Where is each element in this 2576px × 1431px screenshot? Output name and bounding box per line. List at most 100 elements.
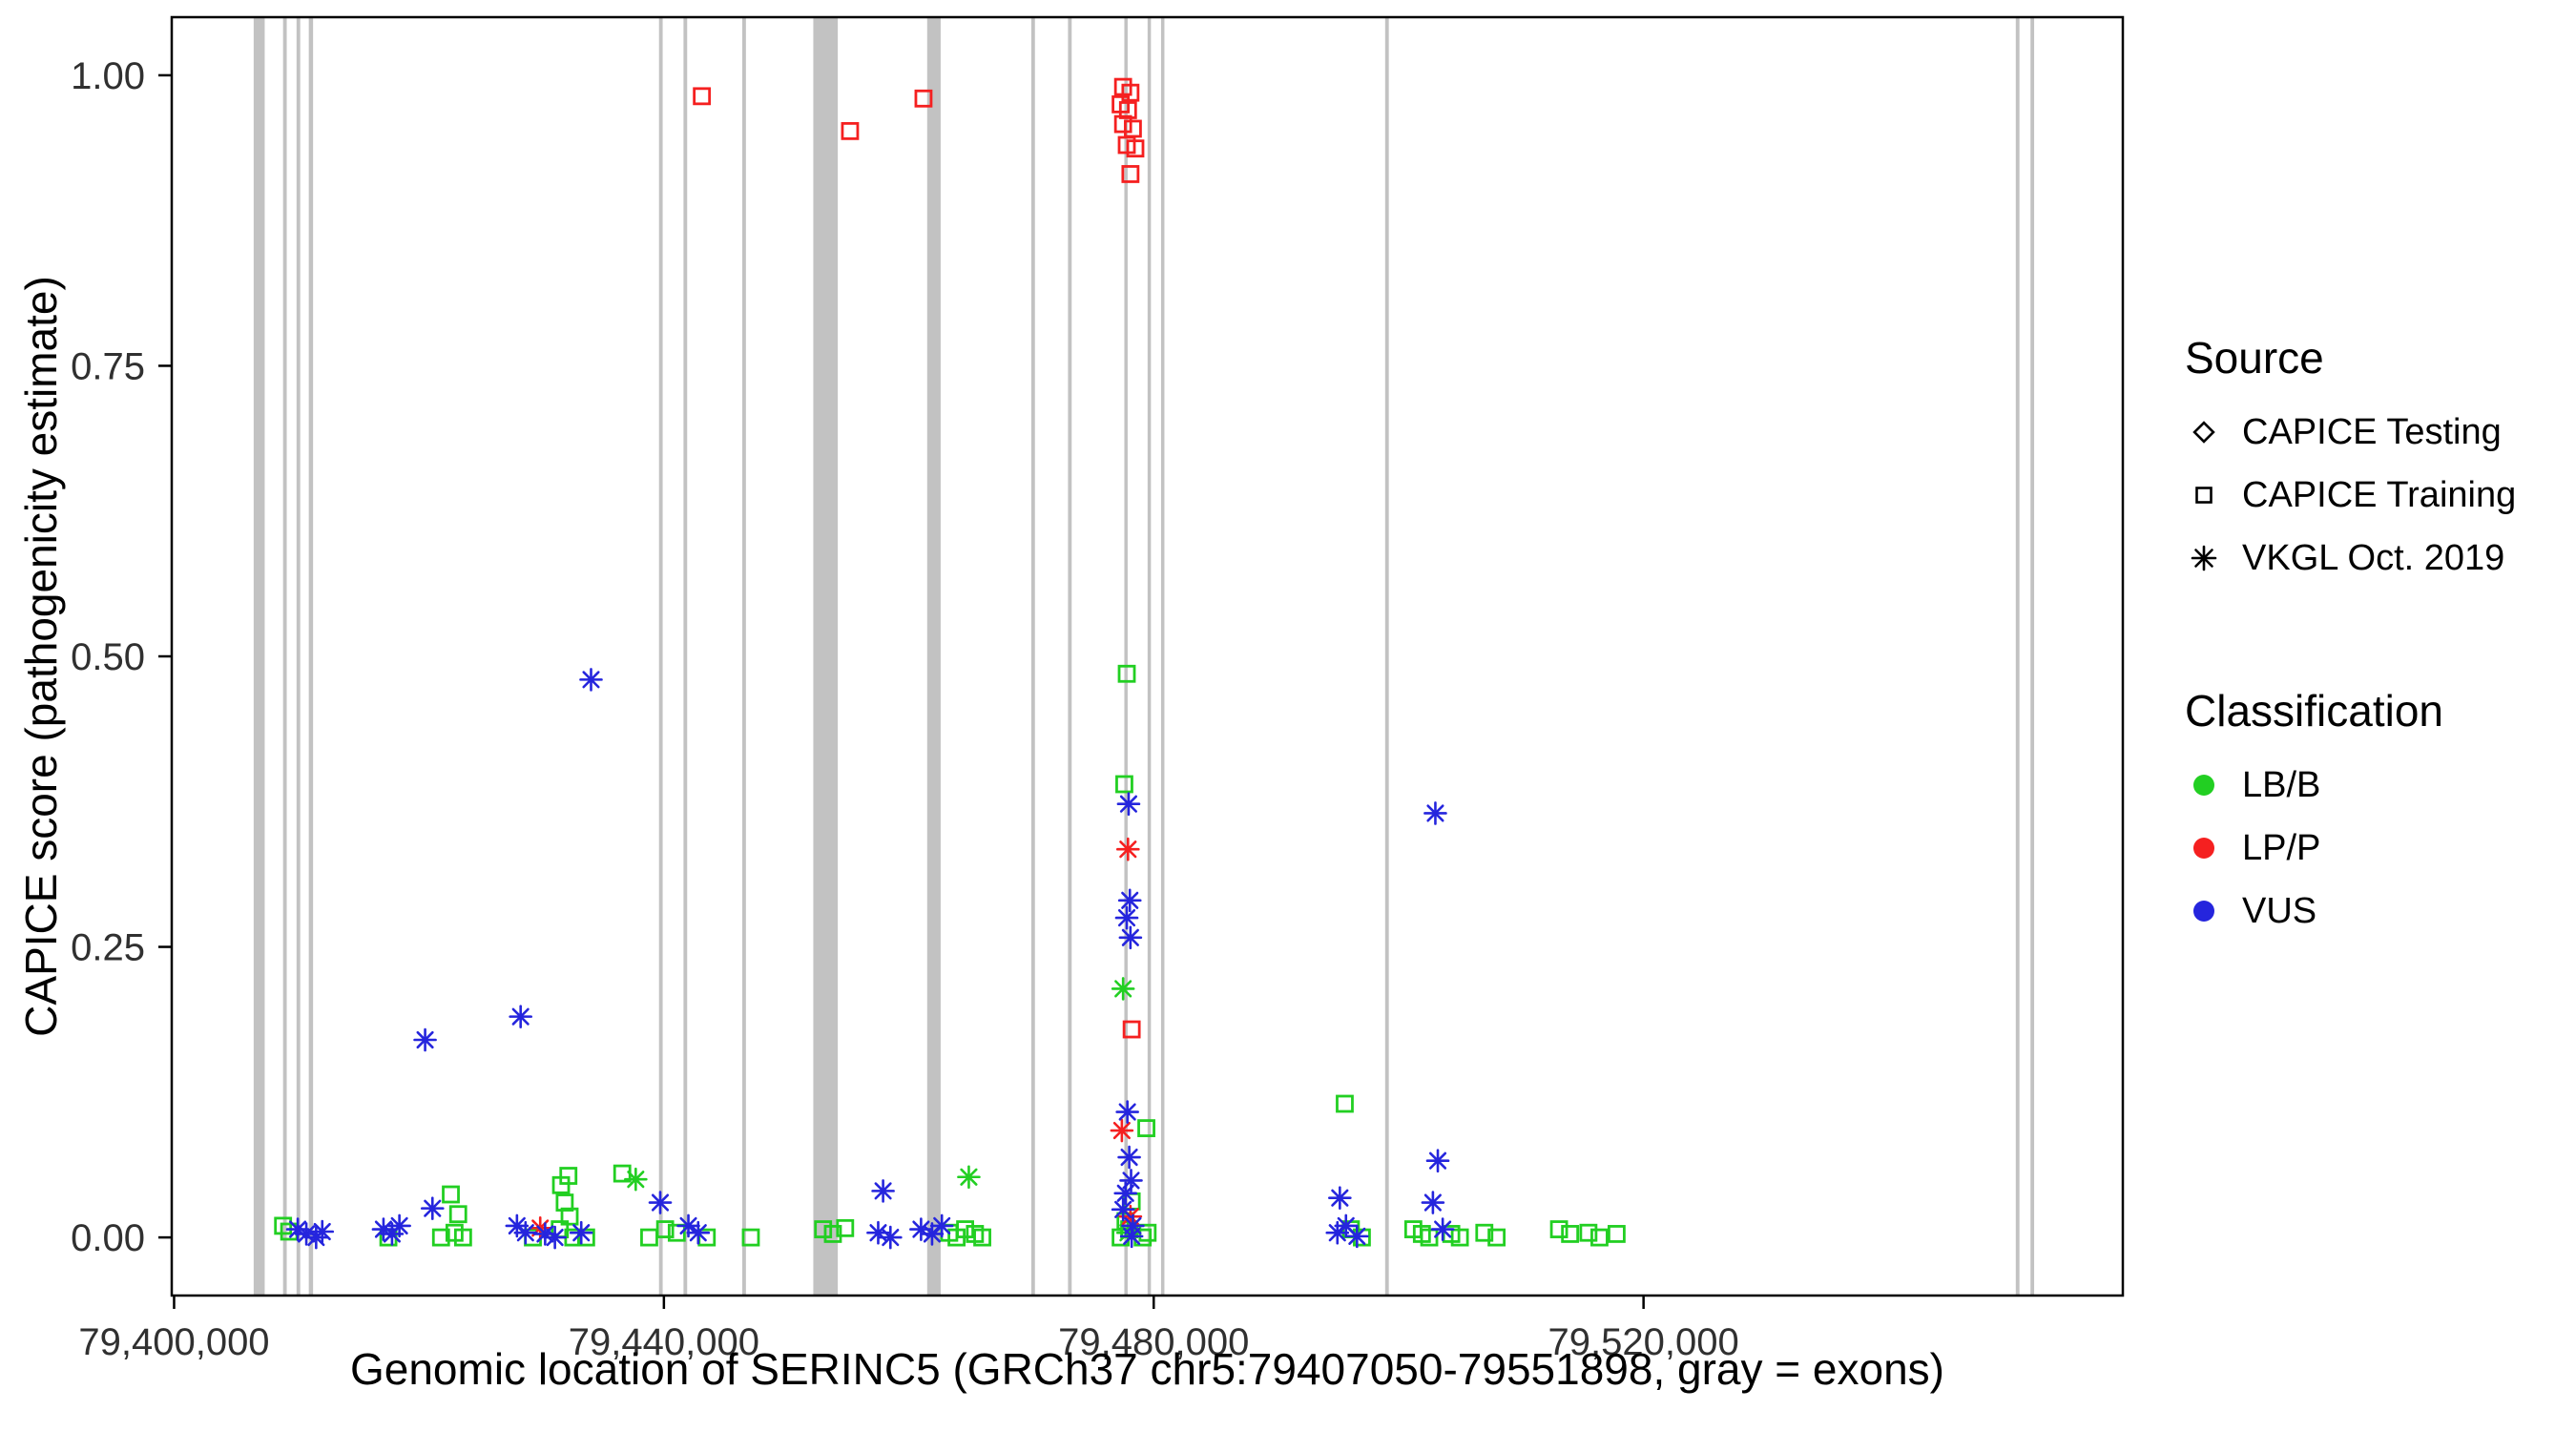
data-point [442,1185,460,1204]
data-point [1423,1193,1442,1212]
data-point [416,1030,434,1049]
data-point [1114,980,1132,998]
square-icon [2185,476,2223,514]
data-point [1487,1228,1506,1247]
data-point [313,1222,331,1241]
data-point [374,1220,393,1238]
data-point [1420,1228,1439,1247]
data-point [912,1220,930,1238]
data-point [693,87,712,106]
data-point [1590,1228,1609,1247]
data-point [689,1224,707,1242]
legend-item-vkgl: VKGL Oct. 2019 [2185,527,2566,590]
data-point [1114,1200,1132,1218]
exon-bar [1147,17,1152,1296]
data-point [1121,165,1140,183]
legend-item-lbb: LB/B [2185,754,2566,817]
data-point [1348,1227,1366,1245]
data-point [1122,1020,1141,1039]
data-point [836,1218,855,1237]
data-point [1121,928,1139,946]
data-point [1118,1103,1136,1121]
legend-source: Source CAPICE Testing CAPICE Training [2185,332,2566,590]
legend-item-capice-testing: CAPICE Testing [2185,401,2566,464]
data-point [424,1199,442,1217]
x-tick-label: 79,400,000 [78,1321,269,1363]
exon-bar [926,17,941,1296]
data-point [1331,1189,1349,1207]
data-point [1119,795,1138,813]
red-dot-icon [2185,829,2223,867]
data-point [1336,1094,1354,1113]
y-axis-title: CAPICE score (pathogenicity estimate) [16,276,66,1037]
data-point [298,1225,316,1243]
data-point [741,1228,760,1247]
data-point [453,1228,472,1247]
data-point [960,1168,978,1186]
data-point [640,1228,658,1247]
data-point [431,1228,450,1247]
y-tick-label: 0.25 [71,927,145,969]
data-point [390,1216,408,1234]
exon-bar [296,17,301,1296]
data-point [933,1216,951,1234]
legend-item-capice-training: CAPICE Training [2185,464,2566,527]
exon-bar [2015,17,2020,1296]
legend-classification-title: Classification [2185,686,2443,736]
data-point [1450,1228,1469,1247]
data-point [651,1193,670,1212]
exon-bar [683,17,688,1296]
green-dot-icon [2185,766,2223,804]
x-tick-label: 79,480,000 [1058,1321,1249,1363]
legend-source-title: Source [2185,333,2324,383]
data-point [874,1182,892,1200]
data-point [1428,1151,1447,1170]
data-point [1115,775,1133,794]
data-point [679,1216,697,1234]
data-point [274,1216,293,1235]
legend-item-vus: VUS [2185,880,2566,943]
exon-bar [813,17,839,1296]
data-point [1118,101,1137,119]
y-tick-label: 0.75 [71,345,145,387]
data-point [289,1220,307,1238]
data-point [576,1228,595,1247]
legend-label: LP/P [2242,827,2321,868]
x-tick-label: 79,520,000 [1548,1321,1739,1363]
exon-bar [1030,17,1035,1296]
data-point [1126,139,1145,158]
data-point [627,1171,645,1189]
data-point [1608,1225,1626,1243]
plot-border [170,15,2125,1297]
exon-bar [1160,17,1165,1296]
data-point [1124,119,1142,138]
data-point [448,1205,467,1224]
legend-label: VUS [2242,890,2317,931]
data-point [1112,1121,1131,1140]
legend-classification: Classification LB/B LP/P VUS [2185,685,2566,943]
x-tick-label: 79,440,000 [569,1321,759,1363]
data-point [1117,909,1136,927]
data-point [560,1207,579,1226]
data-point [956,1220,974,1238]
data-point [572,1224,591,1242]
exon-bar [742,17,746,1296]
exon-bar [308,17,314,1296]
data-point [1122,1172,1140,1190]
legend-label: CAPICE Testing [2242,411,2502,452]
exon-bar [1384,17,1389,1296]
data-point [1117,664,1136,683]
x-axis-title: Genomic location of SERINC5 (GRCh37 chr5… [349,1344,1944,1394]
data-point [516,1224,534,1242]
data-point [882,1229,900,1247]
exon-bar [253,17,265,1296]
data-point [559,1167,578,1185]
data-point [1119,840,1137,859]
y-tick-label: 0.00 [71,1217,145,1259]
data-point [1475,1223,1494,1242]
data-point [1121,83,1140,102]
data-point [1120,1148,1138,1167]
data-point [823,1225,842,1243]
